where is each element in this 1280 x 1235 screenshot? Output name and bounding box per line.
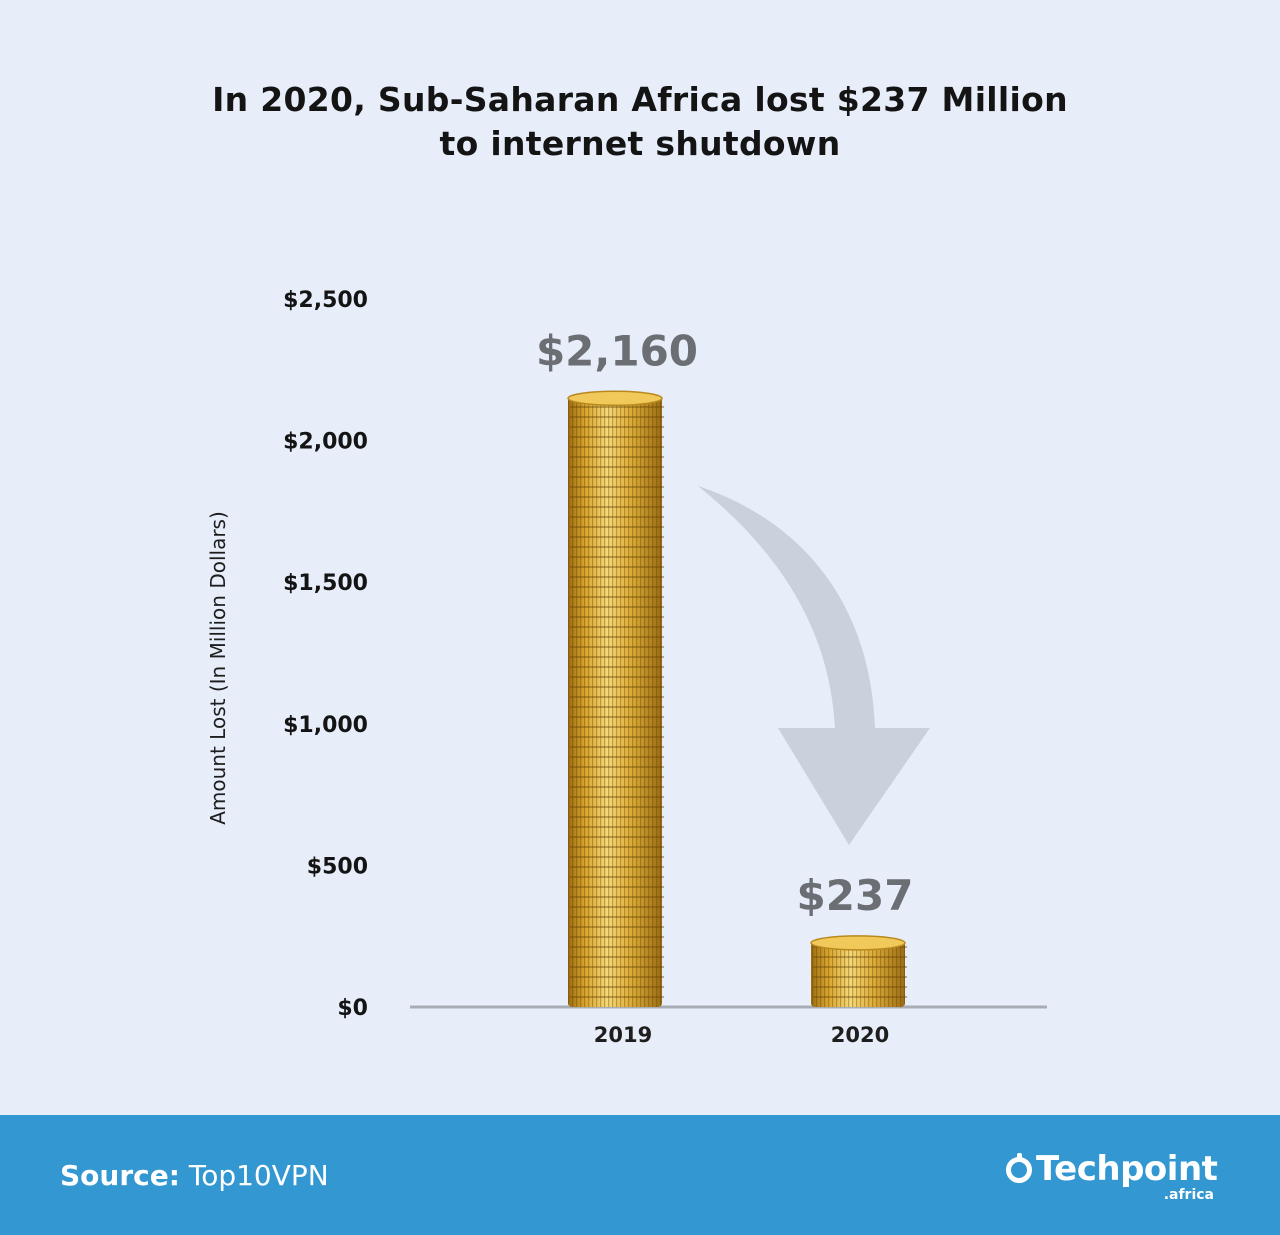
chart-title: In 2020, Sub-Saharan Africa lost $237 Mi… [0,78,1280,166]
techpoint-logo-sub: .africa [1163,1187,1214,1203]
techpoint-logo-icon [1006,1153,1032,1183]
techpoint-logo-text: Techpoint [1036,1149,1218,1189]
techpoint-logo: Techpoint .africa [1006,1149,1220,1211]
y-tick-label: $2,500 [283,288,368,313]
y-axis-title: Amount Lost (In Million Dollars) [206,511,230,825]
source-value: Top10VPN [188,1159,329,1192]
coin-top [567,390,663,407]
bar-2019 [567,390,664,1008]
chart-title-line-2: to internet shutdown [439,124,841,163]
bar-2020 [810,935,907,1007]
x-tick-label: 2020 [831,1023,889,1047]
chart-area: $0 $500 $1,000 $1,500 $2,000 $2,500 Amount Los… [206,288,1047,1047]
coin-top [810,935,906,951]
footer-bar: Source: Top10VPN Techpoint .africa [0,1115,1280,1235]
coin-stack-ridges [568,395,662,1008]
source-label: Source: [60,1159,180,1192]
y-tick-label: $1,000 [283,713,368,738]
y-tick-label: $500 [307,854,368,879]
data-label: $237 [797,871,914,920]
down-arrow-annotation [698,486,930,845]
data-label: $2,160 [536,326,698,375]
source-line: Source: Top10VPN [60,1158,329,1194]
chart-title-line-1: In 2020, Sub-Saharan Africa lost $237 Mi… [212,80,1068,119]
y-tick-label: $1,500 [283,571,368,596]
y-tick-label: $0 [337,996,368,1021]
x-tick-label: 2019 [594,1023,652,1047]
y-tick-label: $2,000 [283,430,368,455]
